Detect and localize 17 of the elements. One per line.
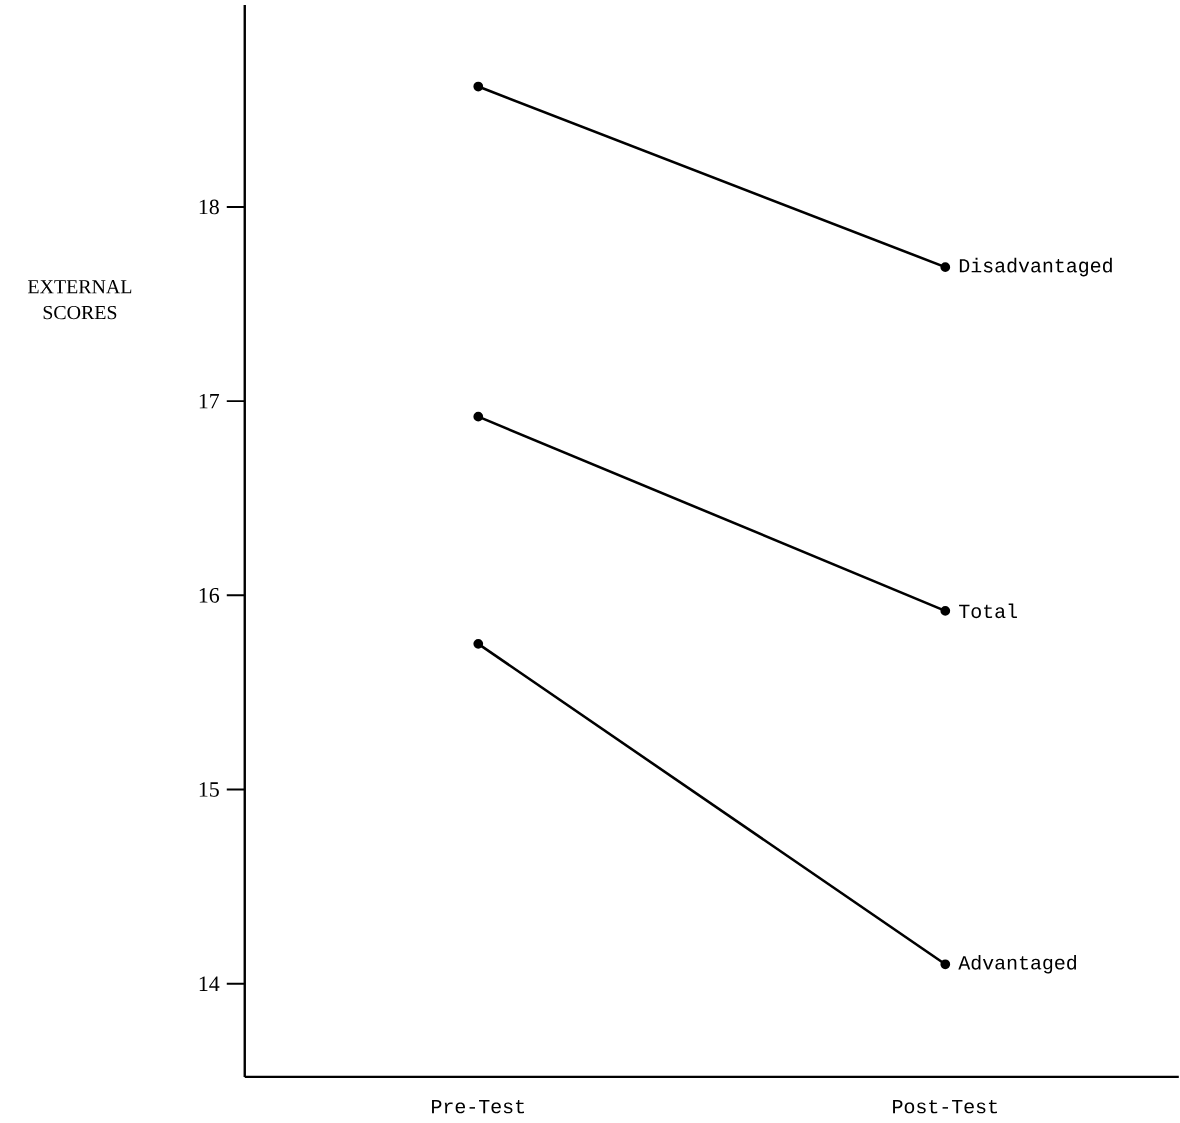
point: [940, 959, 951, 970]
y-tick-label: 15: [199, 782, 219, 797]
y-tick-label: 14: [199, 976, 220, 991]
point: [940, 606, 951, 616]
point: [940, 262, 951, 273]
series-label: Advantaged: [958, 955, 1077, 974]
y-axis-title: EXTERNAL SCORES: [27, 280, 132, 320]
point: [473, 639, 484, 649]
y-tick-label: 16: [199, 588, 220, 603]
x-tick-label: Post-Test: [893, 1099, 997, 1114]
y-tick-label: 18: [199, 199, 219, 215]
y-tick-label: 17: [199, 393, 220, 409]
series-label: Total: [959, 603, 1017, 619]
point: [473, 81, 484, 92]
point: [473, 411, 484, 422]
series-label: Disadvantaged: [959, 257, 1112, 277]
x-tick-label: Pre-Test: [432, 1099, 524, 1114]
